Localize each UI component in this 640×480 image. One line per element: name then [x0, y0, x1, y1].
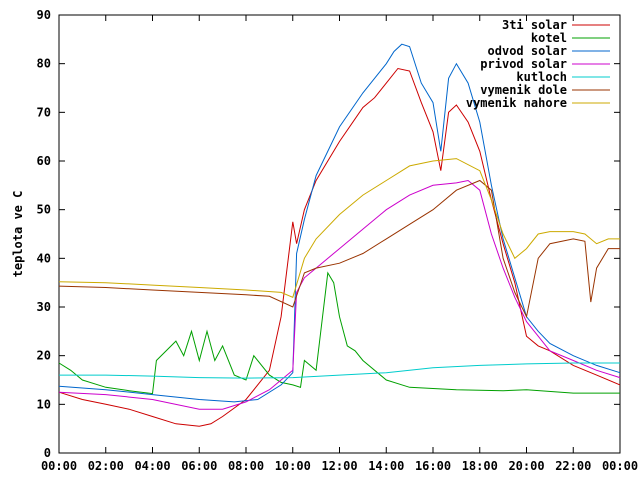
y-tick-label: 0: [44, 446, 51, 460]
axis-layer: 0 10 20 30 40 50 60 70 80 90 00:00 02:00 04:00 06:00 0…: [37, 8, 639, 473]
x-tick-label: 00:00: [602, 459, 638, 473]
x-tick-label: 14:00: [368, 459, 404, 473]
legend-label: kutloch: [516, 70, 567, 84]
x-tick-label: 20:00: [508, 459, 544, 473]
y-tick-label: 10: [37, 397, 51, 411]
x-tick-label: 00:00: [41, 459, 77, 473]
x-tick-label: 16:00: [415, 459, 451, 473]
x-tick-label: 12:00: [321, 459, 357, 473]
series-line: [59, 362, 620, 379]
legend-label: vymenik dole: [480, 83, 567, 97]
y-axis-label: teplota ve C: [11, 191, 25, 278]
y-tick-label: 30: [37, 300, 51, 314]
series-line: [58, 179, 620, 319]
series-line: [58, 43, 621, 403]
x-tick-label: 02:00: [88, 459, 124, 473]
series-line: [58, 179, 621, 410]
legend-label: 3ti solar: [502, 18, 567, 32]
x-tick-label: 06:00: [181, 459, 217, 473]
y-tick-label: 90: [37, 8, 51, 22]
x-tick-label: 22:00: [555, 459, 591, 473]
legend-label: odvod solar: [488, 44, 567, 58]
y-tick-label: 80: [37, 57, 51, 71]
series-line: [58, 271, 620, 395]
x-tick-label: 08:00: [228, 459, 264, 473]
legend-label: kotel: [531, 31, 567, 45]
x-tick-label: 04:00: [134, 459, 170, 473]
legend-label: vymenik nahore: [466, 96, 567, 110]
series-layer: [58, 43, 621, 427]
y-tick-label: 70: [37, 105, 51, 119]
series-line: [58, 158, 620, 298]
y-tick-label: 40: [37, 251, 51, 265]
legend-label: privod solar: [480, 57, 567, 71]
y-tick-label: 20: [37, 349, 51, 363]
series-line: [58, 67, 621, 427]
y-tick-label: 50: [37, 203, 51, 217]
x-tick-label: 18:00: [462, 459, 498, 473]
y-tick-label: 60: [37, 154, 51, 168]
x-tick-label: 10:00: [275, 459, 311, 473]
